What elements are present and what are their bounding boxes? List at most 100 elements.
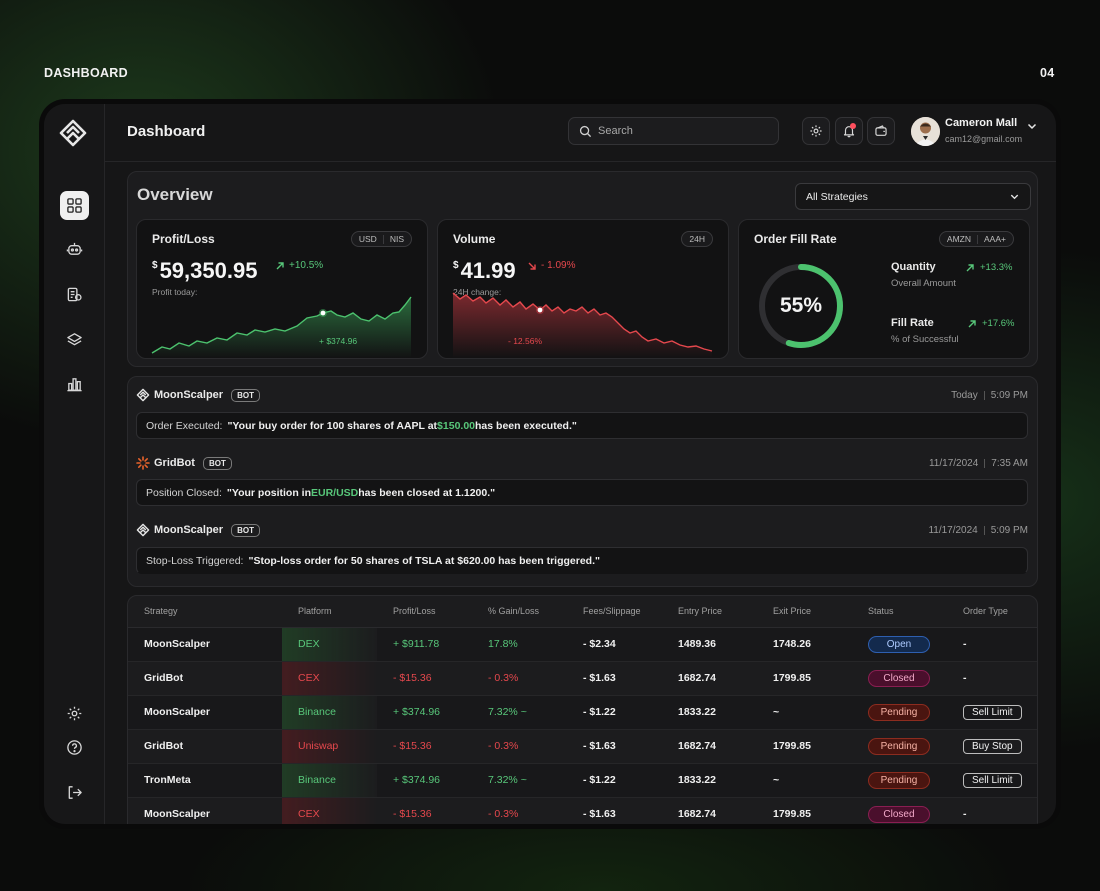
- table-row[interactable]: GridBot CEX - $15.36- 0.3% - $1.63 1682.74 17…: [128, 661, 1037, 696]
- feed-message[interactable]: Order Executed: "Your buy order for 100 …: [136, 412, 1028, 439]
- strategy-select[interactable]: All Strategies: [795, 183, 1031, 210]
- quantity-title: Quantity: [891, 261, 936, 273]
- time-divider: [983, 390, 985, 400]
- column-header[interactable]: % Gain/Loss: [472, 596, 567, 628]
- nav-settings[interactable]: [60, 699, 89, 728]
- gain-loss-cell: 17.8%: [472, 627, 567, 662]
- wallet-icon: [875, 125, 887, 136]
- toggle-usd[interactable]: USD: [358, 234, 377, 244]
- table-row[interactable]: GridBot Uniswap - $15.36- 0.3% - $1.63 1682.…: [128, 729, 1037, 764]
- activity-feed: MoonScalper BOT Today 5:09 PM Order Execu…: [127, 376, 1038, 587]
- nav-dashboard[interactable]: [60, 191, 89, 220]
- trades-table-panel: Strategy Platform Profit/Loss% Gain/Loss Fe…: [127, 595, 1038, 824]
- status-cell: Closed: [852, 797, 947, 824]
- chevron-down-icon: [1010, 194, 1019, 200]
- status-badge: Closed: [868, 669, 930, 687]
- profit-card: Profit/Loss USD NIS $59,350.95 +10.5% Pr…: [136, 219, 428, 359]
- feed-label: Position Closed:: [146, 486, 222, 499]
- toggle-amzn[interactable]: AMZN: [946, 234, 972, 244]
- feed-message[interactable]: Stop-Loss Triggered: "Stop-loss order fo…: [136, 547, 1028, 574]
- settings-button[interactable]: [802, 117, 830, 145]
- page-title: Dashboard: [127, 123, 206, 140]
- volume-marker[interactable]: [537, 307, 543, 313]
- table-row[interactable]: MoonScalper CEX - $15.36- 0.3% - $1.63 1682.…: [128, 797, 1037, 824]
- order-type-cell: -: [947, 797, 1037, 824]
- help-icon: [67, 740, 82, 755]
- column-header[interactable]: Strategy: [128, 596, 282, 628]
- order-type-cell: -: [947, 627, 1037, 662]
- avatar[interactable]: [911, 117, 940, 146]
- time-divider: [983, 525, 985, 535]
- column-header[interactable]: Exit Price: [757, 596, 852, 628]
- wallet-button[interactable]: [867, 117, 895, 145]
- column-header[interactable]: Status: [852, 596, 947, 628]
- timeframe-toggle[interactable]: 24H: [681, 231, 713, 247]
- status-badge: Pending: [868, 737, 930, 755]
- app-screen: Dashboard Search Cameron Mall cam12@gmai…: [44, 104, 1056, 824]
- volume-title: Volume: [453, 232, 496, 246]
- order-type-button[interactable]: Buy Stop: [963, 738, 1022, 754]
- column-header[interactable]: Fees/Slippage: [567, 596, 662, 628]
- gain-loss-cell: 7.32% ~: [472, 695, 567, 730]
- profit-value: $59,350.95: [152, 258, 257, 284]
- exit-price-cell: ~: [757, 695, 852, 730]
- entry-price-cell: 1682.74: [662, 729, 757, 764]
- column-header[interactable]: Platform: [282, 596, 377, 628]
- notifications-button[interactable]: [835, 117, 863, 145]
- arrow-up-right-icon: [276, 261, 284, 269]
- table-row[interactable]: MoonScalper DEX + $911.78 17.8% - $2.34 1489.…: [128, 627, 1037, 662]
- column-header[interactable]: Order Type: [947, 596, 1037, 628]
- platform-cell: CEX: [282, 661, 377, 696]
- time-divider: [984, 458, 986, 468]
- column-header[interactable]: Profit/Loss: [377, 596, 472, 628]
- nav-logout[interactable]: [60, 778, 89, 807]
- toggle-24h[interactable]: 24H: [689, 234, 705, 244]
- avatar-photo: [911, 117, 940, 146]
- column-header[interactable]: Entry Price: [662, 596, 757, 628]
- feed-time: 7:35 AM: [991, 458, 1028, 469]
- status-badge: Open: [868, 635, 930, 653]
- profit-sublabel: Profit today:: [152, 287, 198, 297]
- logout-icon: [68, 786, 82, 799]
- search-input[interactable]: Search: [568, 117, 779, 145]
- feed-bot-name: MoonScalper: [154, 389, 224, 401]
- feed-item-header: MoonScalper BOT: [136, 388, 260, 402]
- quantity-change: +13.3%: [965, 262, 1013, 273]
- profit-marker[interactable]: [320, 310, 326, 316]
- trades-table: Strategy Platform Profit/Loss% Gain/Loss Fe…: [128, 596, 1037, 824]
- status-cell: Pending: [852, 729, 947, 764]
- order-type-cell: Sell Limit: [947, 763, 1037, 798]
- profit-amount: 59,350.95: [159, 258, 258, 283]
- profit-loss-cell: - $15.36: [377, 797, 472, 824]
- toggle-divider: [382, 234, 384, 244]
- bot-icon: [66, 242, 83, 255]
- nav-help[interactable]: [60, 733, 89, 762]
- volume-currency: $: [453, 260, 459, 271]
- feed-time: 5:09 PM: [990, 525, 1028, 536]
- nav-orders[interactable]: [60, 280, 89, 309]
- nav-layers[interactable]: [60, 325, 89, 354]
- feed-message[interactable]: Position Closed: "Your position in EUR/U…: [136, 479, 1028, 506]
- strategy-cell: TronMeta: [128, 763, 282, 798]
- toggle-nis[interactable]: NIS: [389, 234, 404, 244]
- order-type-button[interactable]: Sell Limit: [963, 704, 1022, 720]
- fill-rate-card: Order Fill Rate AMZN AAA+ 55% Quantity O…: [738, 219, 1030, 359]
- nav-bots[interactable]: [60, 235, 89, 264]
- chevron-down-icon[interactable]: [1026, 120, 1038, 132]
- status-cell: Closed: [852, 661, 947, 696]
- toggle-aaa[interactable]: AAA+: [984, 234, 1006, 244]
- status-badge: Closed: [868, 805, 930, 823]
- order-type-cell: -: [947, 661, 1037, 696]
- profit-currency: $: [152, 260, 158, 271]
- table-row[interactable]: MoonScalper Binance + $374.96 7.32% ~ - $1.2…: [128, 695, 1037, 730]
- nav-analytics[interactable]: [60, 370, 89, 399]
- feed-text-post: has been closed at 1.1200.": [358, 486, 496, 499]
- app-logo-icon[interactable]: [58, 118, 88, 148]
- table-row[interactable]: TronMeta Binance + $374.96 7.32% ~ - $1.22 18…: [128, 763, 1037, 798]
- exit-price-cell: 1799.85: [757, 729, 852, 764]
- rate-sub: % of Successful: [891, 334, 959, 345]
- currency-toggle[interactable]: USD NIS: [350, 231, 412, 247]
- ticker-toggle[interactable]: AMZN AAA+: [938, 231, 1014, 247]
- feed-text-pre: "Your buy order for 100 shares of AAPL a…: [227, 419, 438, 432]
- order-type-button[interactable]: Sell Limit: [963, 772, 1022, 788]
